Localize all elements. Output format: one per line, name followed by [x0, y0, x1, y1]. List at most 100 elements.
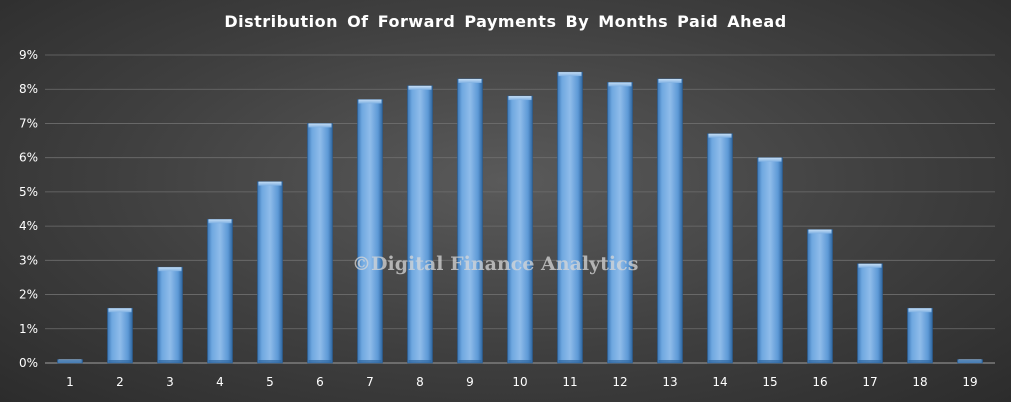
bar-base — [558, 360, 582, 363]
bar — [757, 157, 783, 364]
bar-cap — [558, 72, 582, 77]
y-tick-label: 1% — [19, 322, 38, 336]
y-tick-label: 0% — [19, 356, 38, 370]
y-tick-label: 9% — [19, 48, 38, 62]
x-tick-label: 6 — [316, 375, 324, 389]
bar — [507, 95, 533, 364]
y-tick-label: 8% — [19, 82, 38, 96]
x-tick-label: 1 — [66, 375, 74, 389]
bar-body — [407, 85, 433, 364]
watermark-text: ©Digital Finance Analytics — [352, 253, 639, 275]
bar-body — [607, 82, 633, 364]
bar-body — [557, 71, 583, 364]
bar — [957, 359, 983, 364]
bar-base — [608, 360, 632, 363]
bar-base — [58, 360, 82, 363]
bar-base — [658, 360, 682, 363]
bar — [607, 82, 633, 364]
bar — [207, 218, 233, 364]
x-tick-label: 16 — [812, 375, 827, 389]
y-tick-label: 6% — [19, 151, 38, 165]
bar-cap — [608, 82, 632, 87]
bar — [707, 133, 733, 364]
bar-body — [857, 263, 883, 364]
bar-body — [107, 307, 133, 364]
y-tick-label: 5% — [19, 185, 38, 199]
bar-body — [807, 229, 833, 364]
bar-cap — [858, 263, 882, 268]
x-tick-label: 10 — [512, 375, 527, 389]
bar-cap — [408, 85, 432, 90]
bar-cap — [658, 78, 682, 83]
bar-cap — [258, 181, 282, 186]
x-tick-label: 4 — [216, 375, 224, 389]
y-tick-label: 7% — [19, 116, 38, 130]
x-tick-label: 15 — [762, 375, 777, 389]
bar-base — [758, 360, 782, 363]
bar-base — [908, 360, 932, 363]
bar-cap — [808, 229, 832, 234]
bar-base — [208, 360, 232, 363]
x-tick-label: 9 — [466, 375, 474, 389]
bar — [357, 99, 383, 364]
bar — [557, 71, 583, 364]
x-tick-label: 12 — [612, 375, 627, 389]
x-tick-label: 2 — [116, 375, 124, 389]
bar-base — [458, 360, 482, 363]
x-tick-label: 8 — [416, 375, 424, 389]
bar-cap — [108, 308, 132, 313]
bar-cap — [508, 96, 532, 101]
bar — [57, 359, 83, 364]
bar — [457, 78, 483, 364]
bar-cap — [908, 308, 932, 313]
bar-body — [657, 78, 683, 364]
x-tick-label: 7 — [366, 375, 374, 389]
y-tick-label: 4% — [19, 219, 38, 233]
bar — [657, 78, 683, 364]
bar-body — [507, 95, 533, 364]
x-tick-label: 14 — [712, 375, 727, 389]
bar-cap — [158, 267, 182, 272]
bar — [257, 181, 283, 364]
bar — [857, 263, 883, 364]
x-tick-label: 19 — [962, 375, 977, 389]
bar-body — [357, 99, 383, 364]
x-tick-label: 3 — [166, 375, 174, 389]
bar-base — [308, 360, 332, 363]
bar-base — [508, 360, 532, 363]
bar-cap — [708, 133, 732, 138]
bar — [307, 123, 333, 364]
bar-body — [907, 307, 933, 364]
bar-base — [408, 360, 432, 363]
x-tick-label: 18 — [912, 375, 927, 389]
bar-base — [358, 360, 382, 363]
bar-body — [457, 78, 483, 364]
bar-body — [707, 133, 733, 364]
bar-base — [858, 360, 882, 363]
bar — [107, 307, 133, 364]
bar-base — [158, 360, 182, 363]
bar — [807, 229, 833, 364]
y-tick-label: 3% — [19, 253, 38, 267]
bar-base — [708, 360, 732, 363]
x-tick-label: 17 — [862, 375, 877, 389]
bar-cap — [208, 219, 232, 224]
bar-base — [108, 360, 132, 363]
bar-cap — [358, 99, 382, 104]
bar-base — [808, 360, 832, 363]
bar-cap — [308, 123, 332, 128]
bar-base — [258, 360, 282, 363]
bar-cap — [458, 78, 482, 83]
bar — [907, 307, 933, 364]
bar-base — [958, 360, 982, 363]
bar-body — [157, 266, 183, 364]
bar — [157, 266, 183, 364]
x-tick-label: 11 — [562, 375, 577, 389]
bar-cap — [758, 157, 782, 162]
x-tick-label: 5 — [266, 375, 274, 389]
bar-body — [257, 181, 283, 364]
y-tick-label: 2% — [19, 288, 38, 302]
bar-body — [207, 218, 233, 364]
